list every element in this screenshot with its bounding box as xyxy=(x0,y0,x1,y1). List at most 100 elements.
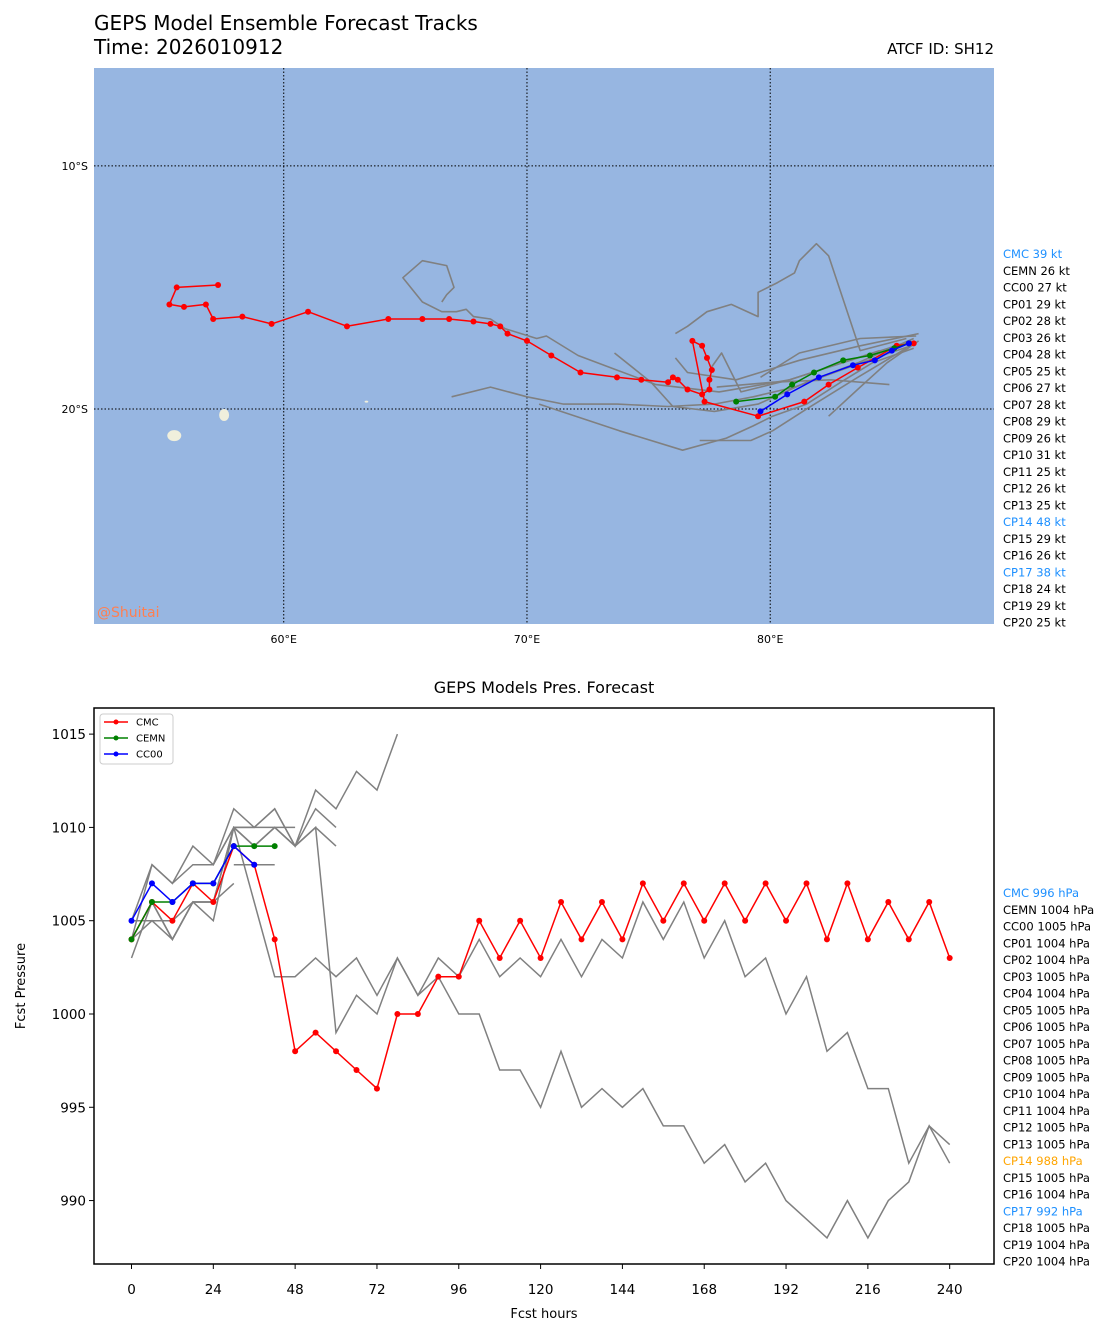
pressure-list-item: CP01 1004 hPa xyxy=(1003,936,1090,950)
track-point-cmc xyxy=(706,386,713,393)
lon-tick-label: 60°E xyxy=(271,633,297,646)
pressure-point-cc00 xyxy=(169,899,176,906)
intensity-legend-item: CP20 25 kt xyxy=(1003,616,1066,630)
pressure-point-cc00 xyxy=(230,843,237,850)
pressure-point-cemn xyxy=(128,936,135,943)
track-point-cmc xyxy=(215,282,222,289)
track-point-cmc xyxy=(577,369,584,376)
track-point-cc00 xyxy=(871,357,878,364)
pressure-list-item: CP06 1005 hPa xyxy=(1003,1020,1090,1034)
intensity-legend-item: CP09 26 kt xyxy=(1003,431,1066,445)
y-tick-label: 990 xyxy=(60,1194,86,1210)
track-point-cmc xyxy=(854,364,861,371)
track-point-cmc xyxy=(699,342,706,349)
pressure-list-item: CP14 988 hPa xyxy=(1003,1154,1083,1168)
pressure-point-cmc xyxy=(701,917,708,924)
pressure-list-item: CP08 1005 hPa xyxy=(1003,1054,1090,1068)
pressure-list-item: CEMN 1004 hPa xyxy=(1003,903,1094,917)
pressure-point-cmc xyxy=(680,880,687,887)
pressure-point-cmc xyxy=(742,917,749,924)
pressure-point-cmc xyxy=(476,917,483,924)
intensity-legend-item: CP01 29 kt xyxy=(1003,297,1066,311)
y-axis-label: Fcst Pressure xyxy=(14,943,29,1029)
pressure-point-cc00 xyxy=(189,880,196,887)
track-point-cmc xyxy=(470,318,477,325)
track-point-cmc xyxy=(210,316,217,323)
pressure-point-cmc xyxy=(578,936,585,943)
pressure-point-cmc xyxy=(353,1066,360,1073)
pressure-list-item: CP10 1004 hPa xyxy=(1003,1087,1090,1101)
pressure-point-cmc xyxy=(271,936,278,943)
pressure-point-cmc xyxy=(169,917,176,924)
track-point-cmc xyxy=(674,376,681,383)
track-point-cmc xyxy=(801,398,808,405)
x-tick-label: 0 xyxy=(127,1282,136,1298)
track-point-cmc xyxy=(684,386,691,393)
track-point-cemn xyxy=(840,357,847,364)
intensity-legend-item: CC00 27 kt xyxy=(1003,281,1067,295)
lon-tick-label: 80°E xyxy=(757,633,783,646)
pressure-list-item: CP18 1005 hPa xyxy=(1003,1221,1090,1235)
pressure-line-member xyxy=(212,826,296,866)
x-tick-label: 120 xyxy=(528,1282,554,1298)
pressure-point-cmc xyxy=(946,955,953,962)
pressure-point-cmc xyxy=(762,880,769,887)
track-point-cmc xyxy=(523,337,530,344)
track-point-cemn xyxy=(733,398,740,405)
intensity-legend-item: CP11 25 kt xyxy=(1003,465,1066,479)
map-ocean xyxy=(94,68,994,624)
intensity-legend-item: CP02 28 kt xyxy=(1003,314,1066,328)
track-point-cc00 xyxy=(757,408,764,415)
legend-label-cmc: CMC xyxy=(136,718,159,729)
pressure-point-cmc xyxy=(373,1085,380,1092)
track-point-cmc xyxy=(504,330,511,337)
figure-title: GEPS Model Ensemble Forecast Tracks xyxy=(94,11,478,35)
track-point-cmc xyxy=(910,340,917,347)
x-tick-label: 96 xyxy=(450,1282,467,1298)
track-point-cc00 xyxy=(849,362,856,369)
intensity-legend-item: CP04 28 kt xyxy=(1003,348,1066,362)
track-point-cmc xyxy=(755,413,762,420)
track-point-cmc xyxy=(497,323,504,330)
track-point-cmc xyxy=(239,313,246,320)
pressure-point-cmc xyxy=(721,880,728,887)
x-tick-label: 48 xyxy=(287,1282,304,1298)
legend-marker-cc00 xyxy=(113,751,119,757)
track-point-cmc xyxy=(825,381,832,388)
lat-tick-label: 10°S xyxy=(62,160,88,173)
pressure-point-cmc xyxy=(517,917,524,924)
pressure-point-cmc xyxy=(823,936,830,943)
track-member xyxy=(674,332,919,381)
pressure-line-member xyxy=(130,827,951,1240)
pressure-point-cmc xyxy=(292,1048,299,1055)
pressure-point-cc00 xyxy=(251,861,258,868)
pressure-point-cmc xyxy=(312,1029,319,1036)
pressure-point-cmc xyxy=(905,936,912,943)
pressure-list-item: CP03 1005 hPa xyxy=(1003,970,1090,984)
track-point-cmc xyxy=(487,320,494,327)
intensity-legend-item: CP07 28 kt xyxy=(1003,398,1066,412)
pressure-point-cmc xyxy=(639,880,646,887)
legend-marker-cmc xyxy=(113,719,119,725)
pressure-point-cmc xyxy=(210,899,217,906)
pressure-list-item: CP07 1005 hPa xyxy=(1003,1037,1090,1051)
x-tick-label: 72 xyxy=(368,1282,385,1298)
pressure-line-member xyxy=(130,807,337,921)
track-point-cmc xyxy=(181,303,187,310)
intensity-legend-item: CP10 31 kt xyxy=(1003,448,1066,462)
x-axis-label: Fcst hours xyxy=(510,1307,577,1322)
pressure-list-item: CP09 1005 hPa xyxy=(1003,1070,1090,1084)
x-tick-label: 144 xyxy=(610,1282,636,1298)
pressure-point-cmc xyxy=(394,1010,401,1017)
intensity-legend-item: CP18 24 kt xyxy=(1003,582,1066,596)
pressure-point-cemn xyxy=(251,843,258,850)
pressure-chart-title: GEPS Models Pres. Forecast xyxy=(434,678,655,697)
island xyxy=(167,430,182,442)
y-tick-label: 1005 xyxy=(52,914,86,930)
y-tick-label: 1010 xyxy=(52,820,86,836)
track-point-cmc xyxy=(173,284,180,291)
pressure-point-cmc xyxy=(844,880,851,887)
track-point-cmc xyxy=(613,374,620,381)
track-point-cc00 xyxy=(784,391,791,398)
track-member xyxy=(828,340,920,417)
